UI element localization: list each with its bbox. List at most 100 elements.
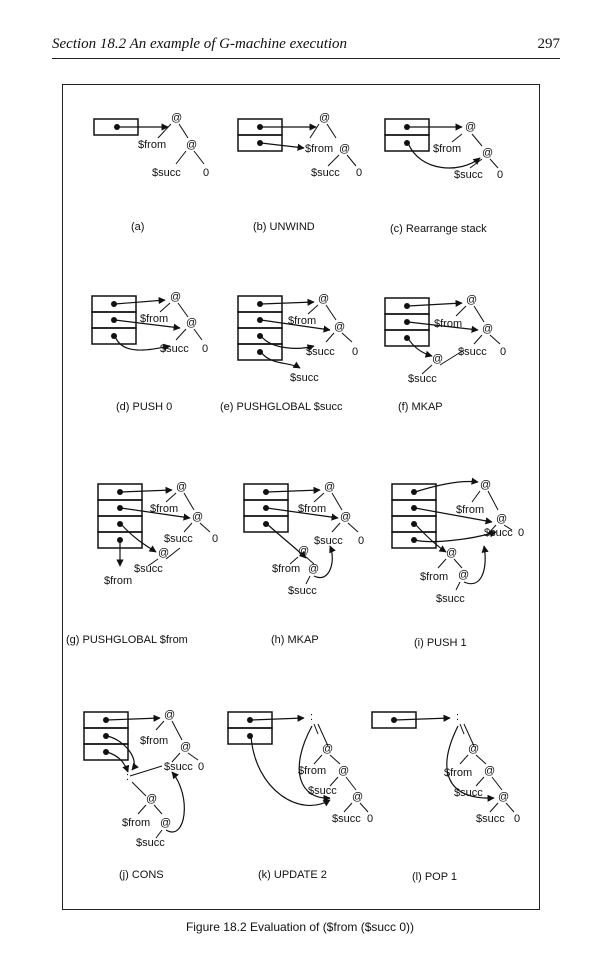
from-label: $from: [140, 313, 168, 325]
zero-label: 0: [514, 813, 520, 825]
at-node: @: [298, 545, 309, 557]
at-node: @: [186, 317, 197, 329]
from-label: $from: [456, 504, 484, 516]
panel-caption: (b) UNWIND: [253, 221, 315, 233]
succ-label: $succ: [160, 343, 189, 355]
succ-label: $succ: [458, 346, 487, 358]
panel-caption: (l) POP 1: [412, 871, 457, 883]
panel-caption: (j) CONS: [119, 869, 164, 881]
zero-label: 0: [367, 813, 373, 825]
succ-label: $succ: [134, 563, 163, 575]
zero-label: 0: [202, 343, 208, 355]
succ-label: $succ: [306, 346, 335, 358]
at-node: @: [482, 147, 493, 159]
at-node: @: [324, 481, 335, 493]
figure-caption: Figure 18.2 Evaluation of ($from ($succ …: [185, 920, 415, 934]
from-label: $from: [272, 563, 300, 575]
succ-label: $succ: [408, 373, 437, 385]
panel-l: : @ $from @ $succ @ $succ 0 (l) POP 1: [371, 711, 520, 883]
at-node: @: [180, 741, 191, 753]
panel-f: @ $from @ $succ 0 @ $succ (f) MKAP: [384, 294, 506, 413]
section-title: Section 18.2 An example of G-machine exe…: [52, 36, 348, 52]
from-label: $from: [140, 735, 168, 747]
panel-j: @ $from @ $succ 0 : @ $from @ $succ (j) …: [83, 709, 204, 881]
from-label: $from: [150, 503, 178, 515]
at-node: @: [466, 294, 477, 306]
succ-label: $succ: [436, 593, 465, 605]
from-label: $from: [433, 143, 461, 155]
at-node: @: [338, 765, 349, 777]
at-node: @: [465, 121, 476, 133]
at-node: @: [498, 791, 509, 803]
zero-label: 0: [497, 169, 503, 181]
from-label: $from: [444, 767, 472, 779]
succ-label: $succ: [314, 535, 343, 547]
succ-label: $succ: [332, 813, 361, 825]
panel-k: : @ $from @ $succ @ $succ 0 (k) UPDATE 2: [227, 711, 373, 881]
zero-label: 0: [500, 346, 506, 358]
panel-caption: (h) MKAP: [271, 634, 319, 646]
at-node: @: [171, 112, 182, 124]
succ-label: $succ: [311, 167, 340, 179]
at-node: @: [496, 513, 507, 525]
from-label: $from: [434, 318, 462, 330]
panel-e: @ $from @ $succ 0 $succ (e) PUSHGLOBAL $…: [220, 293, 358, 413]
at-node: @: [319, 112, 330, 124]
succ-label: $succ: [164, 761, 193, 773]
from-label: $from: [138, 139, 166, 151]
succ-label: $succ: [484, 527, 513, 539]
at-node: @: [146, 793, 157, 805]
cons-node: :: [126, 771, 129, 783]
cons-node: :: [456, 711, 459, 723]
figure-frame: [62, 84, 540, 910]
panel-caption: (k) UPDATE 2: [258, 869, 327, 881]
at-node: @: [482, 323, 493, 335]
at-node: @: [458, 569, 469, 581]
from-label: $from: [288, 315, 316, 327]
from-label: $from: [305, 143, 333, 155]
from-label: $from: [122, 817, 150, 829]
page-number: 297: [537, 36, 561, 52]
at-node: @: [164, 709, 175, 721]
at-node: @: [484, 765, 495, 777]
from-label: $from: [420, 571, 448, 583]
succ-label: $succ: [454, 169, 483, 181]
succ-label: $succ: [288, 585, 317, 597]
panel-b: @ $from @ $succ 0 (b) UNWIND: [237, 112, 362, 233]
succ-label: $succ: [454, 787, 483, 799]
panel-h: @ $from @ $succ 0 @ $from @ $succ (h) MK…: [243, 481, 364, 646]
at-node: @: [480, 479, 491, 491]
zero-label: 0: [198, 761, 204, 773]
at-node: @: [176, 481, 187, 493]
succ-label: $succ: [136, 837, 165, 849]
panel-caption: (e) PUSHGLOBAL $succ: [220, 401, 343, 413]
succ-label: $succ: [164, 533, 193, 545]
panel-caption: (i) PUSH 1: [414, 637, 467, 649]
succ-label: $succ: [476, 813, 505, 825]
page-header: Section 18.2 An example of G-machine exe…: [52, 36, 560, 56]
zero-label: 0: [518, 527, 524, 539]
at-node: @: [186, 139, 197, 151]
at-node: @: [322, 743, 333, 755]
at-node: @: [160, 817, 171, 829]
from-label: $from: [298, 765, 326, 777]
header-rule: [52, 58, 560, 59]
succ-label: $succ: [152, 167, 181, 179]
zero-label: 0: [203, 167, 209, 179]
at-node: @: [192, 511, 203, 523]
cons-node: :: [310, 711, 313, 723]
zero-label: 0: [358, 535, 364, 547]
panel-g: @ $from @ $succ 0 @ $succ $from (g) PUSH…: [66, 481, 218, 646]
panel-caption: (d) PUSH 0: [116, 401, 172, 413]
at-node: @: [339, 143, 350, 155]
at-node: @: [340, 511, 351, 523]
at-node: @: [352, 791, 363, 803]
zero-label: 0: [352, 346, 358, 358]
at-node: @: [468, 743, 479, 755]
panel-caption: (a): [131, 221, 144, 233]
from-label: $from: [104, 575, 132, 587]
succ-label: $succ: [308, 785, 337, 797]
panel-c: @ $from @ $succ 0 (c) Rearrange stack: [384, 118, 503, 235]
panel-a: @ $from @ $succ 0 (a): [93, 112, 209, 233]
